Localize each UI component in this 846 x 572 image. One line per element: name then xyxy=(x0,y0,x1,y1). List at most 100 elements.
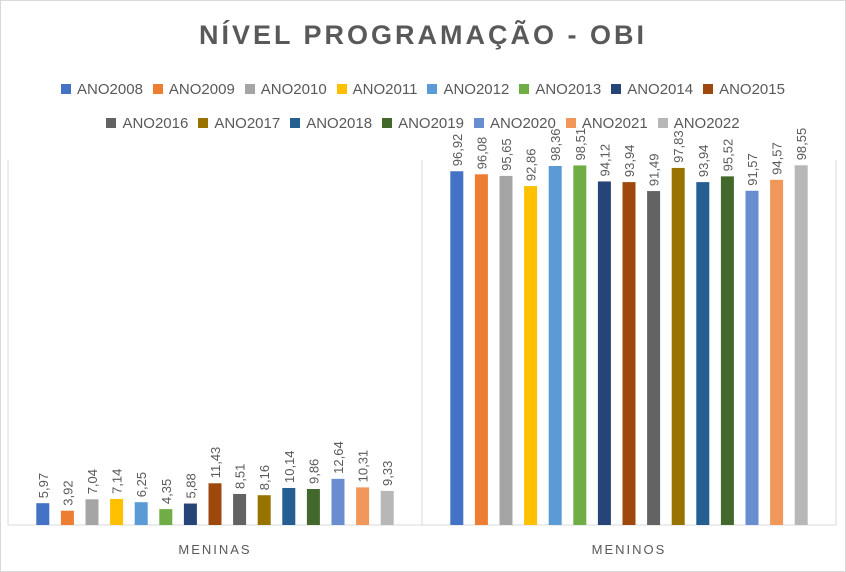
data-label: 94,12 xyxy=(597,144,612,177)
legend-label: ANO2011 xyxy=(352,80,418,98)
data-label: 10,31 xyxy=(356,450,371,483)
chart-title: NÍVEL PROGRAMAÇÃO - OBI xyxy=(198,20,647,50)
bar xyxy=(770,179,784,525)
data-label: 91,49 xyxy=(647,154,662,187)
legend-label: ANO2008 xyxy=(77,80,143,98)
category-label: MENINOS xyxy=(592,542,667,557)
legend-item: ANO2011 xyxy=(336,80,418,98)
legend-swatch xyxy=(473,118,484,128)
data-label: 96,92 xyxy=(450,134,465,167)
data-label: 7,14 xyxy=(110,469,125,494)
legend-label: ANO2017 xyxy=(214,114,281,132)
data-label: 8,51 xyxy=(233,464,248,489)
data-label: 92,86 xyxy=(524,149,539,182)
data-label: 93,94 xyxy=(622,145,637,178)
legend-item: ANO2012 xyxy=(427,81,509,98)
data-label: 96,08 xyxy=(474,137,489,170)
data-label: 7,04 xyxy=(85,469,100,494)
data-label: 9,86 xyxy=(306,459,321,484)
legend-item: ANO2009 xyxy=(152,80,235,98)
data-label: 3,92 xyxy=(60,480,75,505)
legend-swatch xyxy=(152,84,163,94)
bar xyxy=(794,165,808,526)
legend-swatch xyxy=(519,84,530,94)
bar xyxy=(696,182,710,525)
legend-swatch xyxy=(427,84,438,94)
legend-label: ANO2021 xyxy=(581,114,648,132)
legend-item: ANO2017 xyxy=(198,115,280,132)
legend-swatch xyxy=(336,84,347,94)
bar xyxy=(257,495,271,525)
legend-label: ANO2013 xyxy=(535,80,602,98)
legend-item: ANO2020 xyxy=(473,114,556,132)
legend-swatch xyxy=(565,118,576,128)
legend-item: ANO2010 xyxy=(244,81,327,98)
bar xyxy=(159,509,173,525)
bar xyxy=(745,190,759,525)
bar xyxy=(380,490,394,525)
legend-swatch xyxy=(198,118,209,128)
bar xyxy=(622,182,636,525)
data-label: 93,94 xyxy=(696,145,711,178)
legend-label: ANO2012 xyxy=(443,80,510,98)
legend-item: ANO2018 xyxy=(290,115,372,132)
legend-label: ANO2009 xyxy=(168,80,235,98)
data-label: 94,57 xyxy=(770,142,785,175)
data-label: 10,14 xyxy=(282,450,297,483)
legend-item: ANO2022 xyxy=(657,114,740,132)
bar xyxy=(524,186,538,525)
data-label: 12,64 xyxy=(331,441,346,474)
data-label: 95,65 xyxy=(499,138,514,171)
bar xyxy=(499,175,513,525)
data-label: 9,33 xyxy=(380,461,395,486)
data-label: 4,35 xyxy=(159,479,174,504)
bar xyxy=(85,499,99,525)
legend-label: ANO2014 xyxy=(627,80,694,98)
legend-swatch xyxy=(611,84,622,94)
bar xyxy=(450,171,464,525)
data-label: 91,57 xyxy=(745,153,760,186)
legend-label: ANO2019 xyxy=(398,114,464,132)
data-label: 6,25 xyxy=(134,472,149,497)
legend-label: ANO2015 xyxy=(719,80,785,98)
data-label: 11,43 xyxy=(208,447,223,479)
legend-item: ANO2014 xyxy=(611,81,693,98)
legend-item: ANO2016 xyxy=(106,115,188,132)
bar xyxy=(597,181,611,525)
data-label: 97,83 xyxy=(671,130,686,163)
bar xyxy=(474,174,488,526)
bar xyxy=(208,483,222,525)
legend-item: ANO2008 xyxy=(61,81,143,98)
bar xyxy=(60,510,74,525)
category-label: MENINAS xyxy=(178,542,251,557)
legend-swatch xyxy=(382,118,393,128)
bar xyxy=(647,191,661,525)
legend-label: ANO2018 xyxy=(306,114,373,132)
legend-label: ANO2020 xyxy=(489,114,556,132)
legend-swatch xyxy=(703,84,714,94)
data-label: 5,97 xyxy=(36,473,51,498)
legend-swatch xyxy=(244,84,255,94)
chart-legend: ANO2008 ANO2009 ANO2010 ANO2011 ANO2012 ANO20… xyxy=(0,72,846,140)
bar xyxy=(183,503,197,525)
legend-label: ANO2022 xyxy=(673,114,740,132)
bar xyxy=(573,165,587,525)
legend-row: ANO2008 ANO2009 ANO2010 ANO2011 ANO2012 ANO20… xyxy=(0,72,846,106)
bar xyxy=(282,487,296,525)
data-label: 5,88 xyxy=(183,473,198,498)
legend-item: ANO2013 xyxy=(519,81,601,98)
legend-item: ANO2015 xyxy=(703,81,785,98)
bar xyxy=(671,167,685,525)
bar xyxy=(306,489,320,525)
legend-row: ANO2016 ANO2017 ANO2018 ANO2019 ANO2020 ANO20… xyxy=(0,106,846,140)
legend-item: ANO2021 xyxy=(565,114,648,132)
data-label: 98,51 xyxy=(573,128,588,161)
legend-swatch xyxy=(290,118,301,128)
bar xyxy=(356,487,370,525)
legend-swatch xyxy=(61,84,72,94)
bar xyxy=(36,503,50,525)
legend-label: ANO2016 xyxy=(122,114,189,132)
data-label: 95,52 xyxy=(720,139,735,172)
bar xyxy=(331,478,345,525)
